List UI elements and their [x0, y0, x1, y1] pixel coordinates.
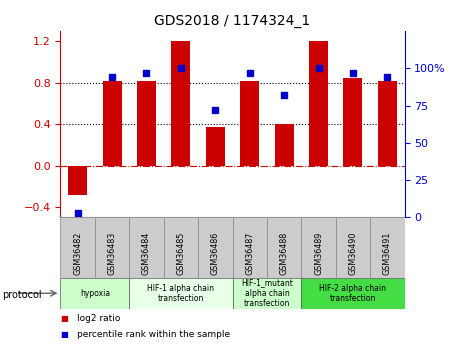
- Text: GSM36485: GSM36485: [176, 231, 186, 275]
- Text: percentile rank within the sample: percentile rank within the sample: [77, 330, 230, 339]
- Bar: [301, 217, 336, 278]
- Text: GSM36487: GSM36487: [245, 231, 254, 275]
- Bar: [232, 217, 267, 278]
- Bar: [60, 278, 129, 309]
- Bar: [60, 217, 95, 278]
- Text: ■: ■: [60, 314, 68, 323]
- Bar: [336, 217, 370, 278]
- Bar: [206, 127, 225, 166]
- Bar: [95, 217, 129, 278]
- Bar: [301, 278, 405, 309]
- Bar: [240, 81, 259, 166]
- Bar: [370, 217, 405, 278]
- Bar: [164, 217, 198, 278]
- Bar: [344, 78, 362, 166]
- Text: GSM36486: GSM36486: [211, 231, 220, 275]
- Text: HIF-2 alpha chain
transfection: HIF-2 alpha chain transfection: [319, 284, 386, 303]
- Text: GSM36491: GSM36491: [383, 231, 392, 275]
- Text: GDS2018 / 1174324_1: GDS2018 / 1174324_1: [154, 14, 311, 28]
- Bar: [198, 217, 232, 278]
- Bar: [129, 278, 232, 309]
- Bar: [378, 81, 397, 166]
- Bar: [103, 81, 121, 166]
- Bar: [267, 217, 301, 278]
- Bar: [68, 166, 87, 195]
- Bar: [172, 41, 190, 166]
- Bar: [137, 81, 156, 166]
- Text: GSM36490: GSM36490: [348, 231, 358, 275]
- Text: GSM36482: GSM36482: [73, 231, 82, 275]
- Text: GSM36488: GSM36488: [279, 231, 289, 275]
- Text: GSM36484: GSM36484: [142, 231, 151, 275]
- Text: HIF-1_mutant
alpha chain
transfection: HIF-1_mutant alpha chain transfection: [241, 278, 293, 308]
- Text: log2 ratio: log2 ratio: [77, 314, 120, 323]
- Bar: [129, 217, 164, 278]
- Text: hypoxia: hypoxia: [80, 289, 110, 298]
- Text: GSM36483: GSM36483: [107, 231, 117, 275]
- Bar: [275, 124, 293, 166]
- Bar: [309, 41, 328, 166]
- Text: GSM36489: GSM36489: [314, 231, 323, 275]
- Text: HIF-1 alpha chain
transfection: HIF-1 alpha chain transfection: [147, 284, 214, 303]
- Text: ■: ■: [60, 330, 68, 339]
- Bar: [232, 278, 301, 309]
- Text: protocol: protocol: [2, 290, 42, 300]
